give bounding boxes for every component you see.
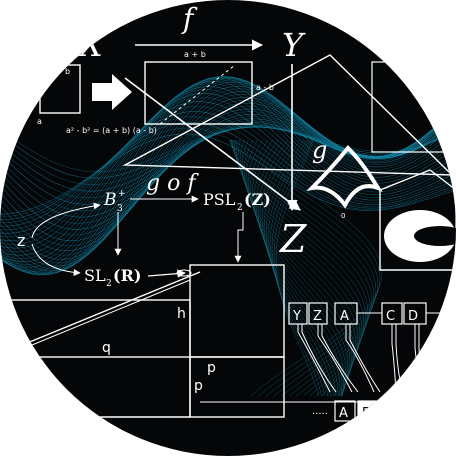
triangle-right bbox=[122, 54, 454, 176]
label-zero: 0 bbox=[341, 212, 345, 220]
wave-line bbox=[0, 81, 456, 256]
wave-line bbox=[0, 83, 456, 275]
arrow-sl-right bbox=[147, 269, 186, 278]
label-B3-sup: + bbox=[118, 189, 126, 199]
identity-formula: a² - b² = (a + b) (a - b) bbox=[66, 126, 157, 135]
arc-z-up bbox=[31, 202, 101, 239]
wave-line bbox=[249, 139, 351, 397]
box-bottom-0: A bbox=[339, 406, 348, 421]
label-PSL-sub: 2 bbox=[237, 203, 243, 213]
wave-line bbox=[271, 139, 326, 397]
curved-diamond bbox=[306, 145, 383, 209]
label-a-minus-b: a - b bbox=[256, 83, 274, 92]
wave-line bbox=[229, 139, 373, 397]
wire bbox=[301, 324, 337, 393]
label-a-plus-b: a + b bbox=[184, 50, 206, 59]
wave-line bbox=[251, 139, 349, 397]
wire bbox=[321, 324, 359, 393]
wave-line bbox=[0, 76, 456, 268]
label-X: X bbox=[77, 26, 104, 64]
wire bbox=[345, 324, 375, 393]
label-B3: B bbox=[103, 190, 117, 210]
box-top-1: Z bbox=[313, 309, 322, 324]
label-Y: Y bbox=[282, 26, 306, 64]
label-p1: p bbox=[207, 360, 216, 376]
label-PSL: PSL bbox=[203, 190, 236, 209]
wave-line bbox=[261, 139, 339, 397]
label-g: g bbox=[312, 136, 327, 164]
wave-line bbox=[0, 83, 456, 253]
wave-line bbox=[241, 139, 359, 397]
wave-line bbox=[239, 139, 361, 397]
wave-line bbox=[245, 139, 355, 397]
box-top-3: C bbox=[386, 309, 395, 324]
wave-line bbox=[267, 139, 332, 397]
arrow-x-to-z bbox=[124, 77, 301, 211]
wave-line bbox=[233, 140, 367, 397]
wave-line bbox=[231, 139, 369, 397]
eye-symbol bbox=[176, 269, 192, 277]
label-z: z bbox=[17, 231, 25, 250]
label-gof: g o f bbox=[146, 171, 199, 196]
wave-line bbox=[0, 77, 456, 263]
box-top-4: D bbox=[408, 309, 418, 324]
arc-z-down bbox=[31, 243, 81, 277]
label-dots: ..... bbox=[312, 406, 328, 417]
wave-line bbox=[255, 139, 345, 397]
label-q: q bbox=[102, 340, 111, 356]
label-SL-sub: 2 bbox=[106, 279, 112, 289]
wire bbox=[317, 324, 353, 393]
label-b: b bbox=[65, 67, 70, 76]
wire bbox=[349, 324, 381, 393]
arrow-psl-down bbox=[234, 212, 244, 263]
box-bottom-1: B bbox=[362, 406, 371, 421]
wave-line bbox=[0, 78, 456, 275]
wave-line bbox=[234, 139, 381, 397]
wave-line bbox=[230, 139, 377, 397]
label-PSL-arg: (Z) bbox=[244, 190, 271, 209]
dashed-diagonal bbox=[159, 64, 236, 125]
wave-line bbox=[229, 139, 375, 397]
box-top-2: A bbox=[340, 309, 349, 324]
wave-line bbox=[253, 139, 347, 397]
wave-line bbox=[263, 139, 337, 397]
wave-line bbox=[232, 139, 379, 397]
box-top-0: Y bbox=[292, 309, 301, 324]
wave-line bbox=[275, 139, 319, 397]
wave-line bbox=[0, 76, 456, 265]
wire bbox=[297, 324, 331, 393]
wave-line bbox=[265, 139, 334, 397]
label-SL: SL bbox=[84, 266, 106, 285]
wave-line bbox=[230, 139, 371, 397]
wave-line bbox=[0, 81, 456, 276]
wave-line bbox=[247, 139, 353, 397]
house-shape bbox=[379, 169, 456, 271]
wave-line bbox=[273, 139, 323, 397]
long-diagonal-2 bbox=[14, 279, 191, 353]
wave-line bbox=[0, 79, 456, 259]
big-arrow-icon bbox=[92, 74, 132, 110]
label-Z-big: Z bbox=[279, 217, 307, 261]
long-diagonal bbox=[14, 271, 201, 349]
wave-line bbox=[243, 139, 357, 397]
wave-line bbox=[0, 85, 456, 275]
wave-line bbox=[0, 79, 456, 276]
label-B3-sub: 3 bbox=[117, 204, 123, 214]
wave-line bbox=[237, 139, 363, 397]
label-p2: p bbox=[194, 378, 203, 394]
blob-hole bbox=[414, 226, 456, 246]
label-a: a bbox=[37, 117, 42, 126]
label-SL-arg: (R) bbox=[113, 266, 141, 285]
rect-q bbox=[0, 299, 191, 358]
label-h: h bbox=[177, 306, 186, 322]
